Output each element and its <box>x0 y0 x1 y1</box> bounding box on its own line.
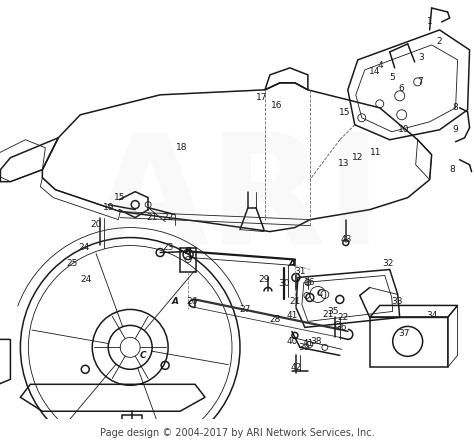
Text: 33: 33 <box>391 297 402 306</box>
Text: 22: 22 <box>337 313 348 322</box>
Text: 22: 22 <box>163 213 174 222</box>
Text: 12: 12 <box>352 153 364 162</box>
Text: 35: 35 <box>327 307 338 316</box>
Text: 21: 21 <box>146 213 158 222</box>
Text: 24: 24 <box>81 275 92 284</box>
Text: 7: 7 <box>417 77 422 87</box>
Text: ARI: ARI <box>91 127 383 276</box>
Text: 11: 11 <box>370 148 382 157</box>
Text: 10: 10 <box>398 125 410 134</box>
Text: B: B <box>185 247 191 256</box>
Text: A: A <box>288 259 295 268</box>
Text: 37: 37 <box>398 329 410 338</box>
Text: 38: 38 <box>310 337 321 346</box>
Text: 27: 27 <box>239 305 251 314</box>
Text: 29: 29 <box>258 275 270 284</box>
Text: 41: 41 <box>302 339 314 348</box>
Text: 15: 15 <box>113 193 125 202</box>
Text: 25: 25 <box>67 259 78 268</box>
Text: 21: 21 <box>322 310 334 319</box>
Text: 30: 30 <box>278 279 290 288</box>
Text: 20: 20 <box>91 220 102 229</box>
Text: Page design © 2004-2017 by ARI Network Services, Inc.: Page design © 2004-2017 by ARI Network S… <box>100 428 374 438</box>
Text: 3: 3 <box>418 54 424 62</box>
Text: 23: 23 <box>163 243 174 252</box>
Text: 43: 43 <box>340 235 352 244</box>
Text: 8: 8 <box>453 103 458 112</box>
Text: 36: 36 <box>335 323 346 332</box>
Text: A: A <box>172 297 179 306</box>
Text: 39: 39 <box>298 343 310 352</box>
Text: 42: 42 <box>290 363 301 372</box>
Text: 1: 1 <box>427 17 433 26</box>
Text: 19: 19 <box>102 203 114 212</box>
Text: 4: 4 <box>378 62 383 70</box>
Text: C: C <box>140 351 146 360</box>
Text: 24: 24 <box>79 243 90 252</box>
Text: 2: 2 <box>437 37 442 46</box>
Text: 5: 5 <box>389 73 394 83</box>
Text: 15: 15 <box>339 108 351 117</box>
Text: 26: 26 <box>186 297 198 306</box>
Text: 16: 16 <box>271 101 283 110</box>
Text: 9: 9 <box>453 125 458 134</box>
Text: C: C <box>317 289 323 298</box>
Text: 6: 6 <box>399 84 405 93</box>
Text: 17: 17 <box>256 93 268 102</box>
Text: 13: 13 <box>338 159 349 168</box>
Text: 32: 32 <box>382 259 393 268</box>
Text: 14: 14 <box>369 67 381 76</box>
Text: 21: 21 <box>289 297 301 306</box>
Text: 28: 28 <box>269 315 281 324</box>
Text: 31: 31 <box>294 267 306 276</box>
Text: 8: 8 <box>450 165 456 174</box>
Text: 18: 18 <box>176 143 188 152</box>
Text: 34: 34 <box>426 311 438 320</box>
Text: 41: 41 <box>286 311 298 320</box>
Text: 40: 40 <box>286 337 298 346</box>
Text: 16: 16 <box>304 278 316 287</box>
